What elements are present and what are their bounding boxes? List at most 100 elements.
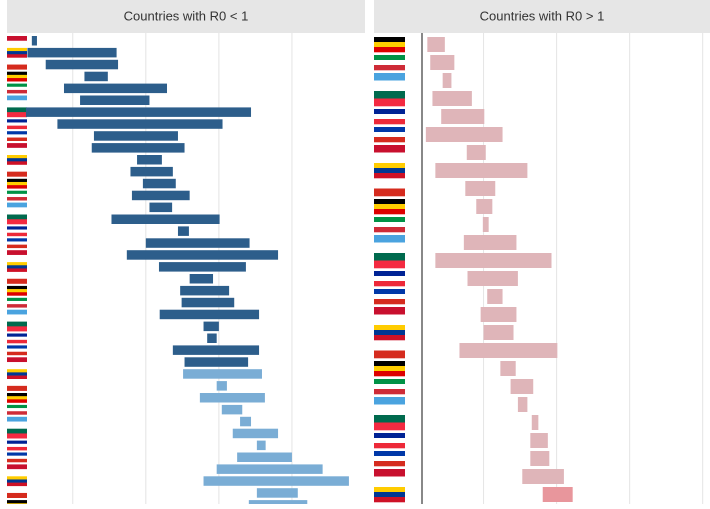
flag (374, 451, 405, 457)
range-bar (159, 309, 260, 320)
flag (374, 235, 405, 243)
flag (374, 217, 405, 223)
flag (7, 339, 27, 344)
range-bar (435, 163, 528, 178)
range-bar (84, 71, 108, 82)
flag (7, 458, 27, 463)
flag (374, 227, 405, 233)
flag (7, 112, 27, 118)
flag (374, 181, 405, 189)
range-bar (256, 440, 266, 451)
header-right (374, 0, 710, 33)
flag (374, 188, 405, 197)
flag (7, 464, 27, 470)
flag (374, 271, 405, 277)
flag (374, 132, 405, 138)
range-bar (427, 37, 445, 52)
flag (7, 428, 27, 434)
range-bar (27, 47, 117, 58)
flag (7, 309, 27, 315)
flag (7, 185, 27, 189)
range-bar (203, 476, 349, 486)
flag (7, 443, 27, 448)
flag (7, 89, 27, 94)
flag (374, 343, 405, 351)
flag (374, 422, 405, 431)
flag (7, 241, 27, 245)
flag (7, 226, 27, 230)
range-bar (25, 107, 252, 117)
flag (374, 145, 405, 153)
flag (7, 274, 27, 280)
flag (7, 304, 27, 308)
flag (7, 214, 27, 220)
flag (374, 461, 405, 467)
flag (7, 300, 27, 305)
range-bar (256, 488, 298, 498)
range-bar (63, 83, 168, 94)
flag (7, 314, 27, 320)
flag (7, 488, 27, 494)
flag (7, 357, 27, 363)
flag (7, 345, 27, 349)
flag (374, 276, 405, 282)
flag (7, 143, 27, 149)
flag (7, 399, 27, 403)
range-bar (126, 250, 279, 260)
range-bar (487, 289, 503, 304)
range-bar (441, 109, 485, 124)
flag (7, 452, 27, 456)
flag (374, 476, 405, 485)
flag (374, 98, 405, 107)
flag (7, 40, 27, 46)
flag (374, 330, 405, 336)
flag (7, 122, 27, 126)
flag (7, 375, 27, 379)
range-bar (467, 271, 518, 286)
flag (7, 86, 27, 91)
flag (374, 163, 405, 169)
flag (7, 238, 27, 242)
flag (374, 325, 405, 331)
flag (374, 173, 405, 179)
flag (374, 404, 405, 413)
flag (374, 109, 405, 115)
flag (374, 242, 405, 251)
flag (374, 47, 405, 53)
panel-title: Countries with R0 < 1 (124, 8, 249, 23)
flag (7, 95, 27, 101)
flag (7, 262, 27, 266)
range-bar (216, 381, 227, 391)
flag (374, 294, 405, 300)
range-bar (216, 464, 323, 474)
flag (7, 421, 27, 427)
range-bar (137, 155, 162, 165)
flag (7, 202, 27, 208)
flag (374, 281, 405, 287)
flag (374, 487, 405, 493)
range-bar (476, 199, 493, 214)
flag (7, 232, 27, 237)
range-bar (465, 181, 496, 196)
flag (374, 127, 405, 133)
flag (7, 155, 27, 159)
flag (7, 321, 27, 327)
range-bar (180, 285, 230, 296)
flag (7, 64, 27, 70)
flag (374, 114, 405, 120)
range-bar (172, 345, 260, 355)
flag (7, 131, 27, 135)
flag (374, 65, 405, 71)
range-bar (203, 321, 219, 332)
flag (7, 292, 27, 296)
range-bar (207, 333, 217, 343)
flag (7, 54, 27, 58)
header-left (7, 0, 365, 33)
flag (7, 492, 27, 498)
flag (374, 299, 405, 305)
range-bar (142, 178, 176, 189)
range-bar (248, 500, 308, 509)
flag (7, 166, 27, 172)
flag (374, 497, 405, 503)
range-bar (510, 379, 534, 394)
